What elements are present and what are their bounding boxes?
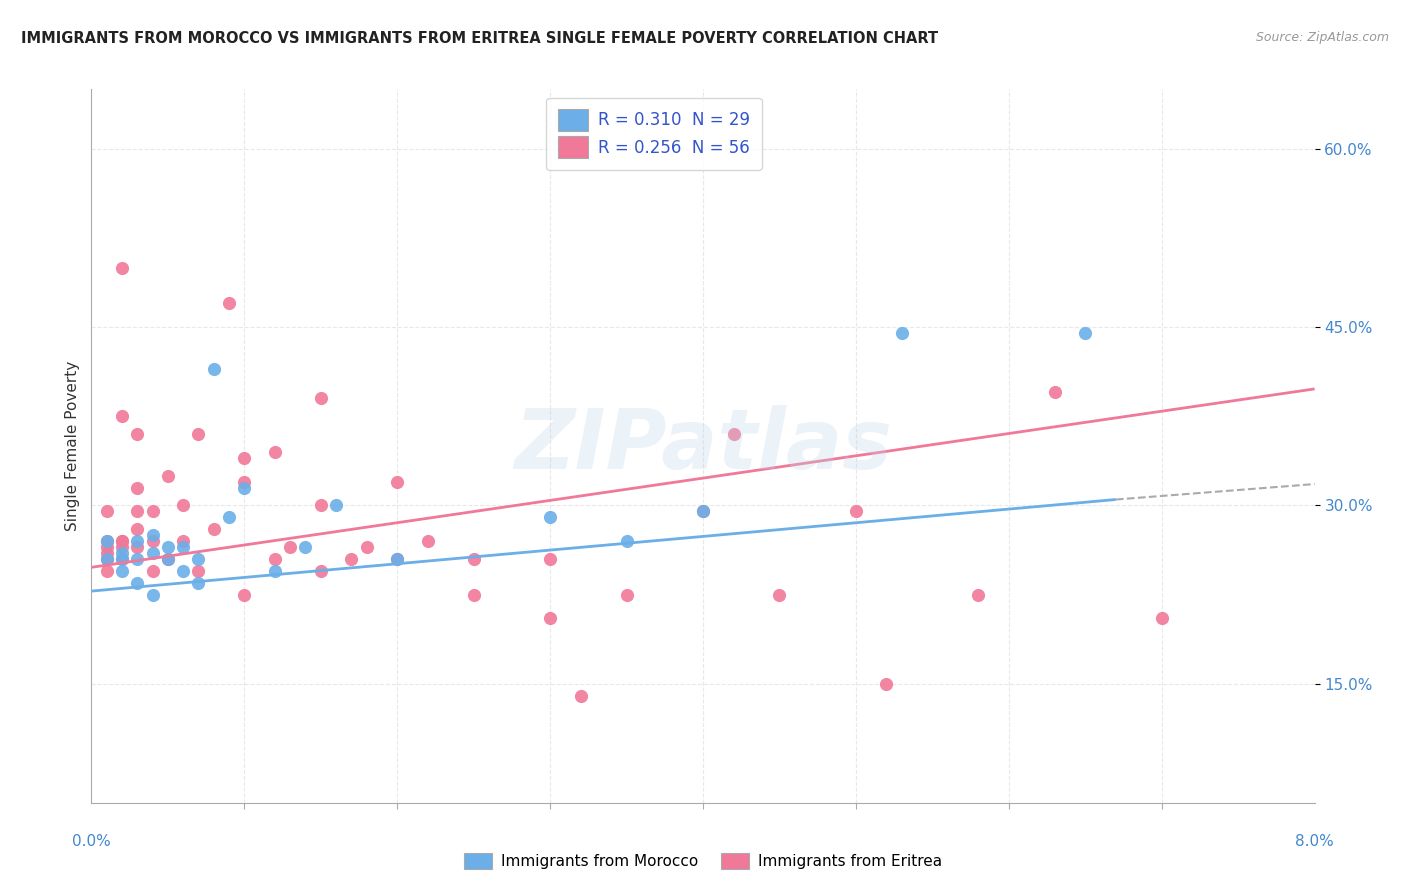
- Point: [616, 588, 638, 602]
- Point: [463, 552, 485, 566]
- Text: IMMIGRANTS FROM MOROCCO VS IMMIGRANTS FROM ERITREA SINGLE FEMALE POVERTY CORRELA: IMMIGRANTS FROM MOROCCO VS IMMIGRANTS FR…: [21, 31, 938, 46]
- Point: [141, 564, 163, 578]
- Point: [111, 564, 134, 578]
- Point: [187, 552, 209, 566]
- Point: [356, 540, 378, 554]
- Point: [172, 499, 194, 513]
- Point: [187, 575, 209, 590]
- Point: [309, 392, 332, 406]
- Point: [202, 361, 225, 376]
- Point: [1043, 385, 1066, 400]
- Point: [385, 552, 409, 566]
- Point: [156, 468, 179, 483]
- Point: [218, 296, 240, 310]
- Point: [233, 450, 256, 465]
- Point: [111, 552, 134, 566]
- Point: [96, 552, 118, 566]
- Point: [1150, 611, 1173, 625]
- Point: [127, 552, 149, 566]
- Point: [385, 552, 409, 566]
- Text: ZIPatlas: ZIPatlas: [515, 406, 891, 486]
- Point: [692, 504, 714, 518]
- Point: [111, 540, 134, 554]
- Point: [233, 481, 256, 495]
- Point: [111, 546, 134, 560]
- Point: [768, 588, 790, 602]
- Point: [875, 677, 897, 691]
- Point: [156, 540, 179, 554]
- Point: [294, 540, 316, 554]
- Point: [538, 510, 561, 524]
- Point: [692, 504, 714, 518]
- Point: [127, 534, 149, 549]
- Point: [264, 445, 287, 459]
- Point: [264, 552, 287, 566]
- Point: [111, 552, 134, 566]
- Point: [111, 409, 134, 424]
- Point: [96, 540, 118, 554]
- Point: [111, 534, 134, 549]
- Legend: R = 0.310  N = 29, R = 0.256  N = 56: R = 0.310 N = 29, R = 0.256 N = 56: [547, 97, 762, 169]
- Point: [96, 504, 118, 518]
- Point: [845, 504, 868, 518]
- Point: [264, 564, 287, 578]
- Point: [141, 546, 163, 560]
- Point: [172, 540, 194, 554]
- Point: [127, 427, 149, 442]
- Point: [538, 611, 561, 625]
- Point: [96, 552, 118, 566]
- Point: [463, 588, 485, 602]
- Point: [127, 504, 149, 518]
- Text: Source: ZipAtlas.com: Source: ZipAtlas.com: [1256, 31, 1389, 45]
- Point: [127, 540, 149, 554]
- Point: [127, 575, 149, 590]
- Point: [416, 534, 439, 549]
- Point: [890, 326, 912, 340]
- Point: [278, 540, 301, 554]
- Point: [1074, 326, 1097, 340]
- Point: [127, 522, 149, 536]
- Point: [187, 427, 209, 442]
- Point: [187, 564, 209, 578]
- Point: [156, 552, 179, 566]
- Point: [141, 528, 163, 542]
- Point: [172, 534, 194, 549]
- Point: [325, 499, 347, 513]
- Point: [96, 564, 118, 578]
- Point: [309, 564, 332, 578]
- Point: [385, 475, 409, 489]
- Point: [309, 499, 332, 513]
- Text: 0.0%: 0.0%: [72, 834, 111, 849]
- Point: [340, 552, 363, 566]
- Point: [723, 427, 745, 442]
- Point: [218, 510, 240, 524]
- Point: [538, 552, 561, 566]
- Point: [96, 534, 118, 549]
- Point: [96, 546, 118, 560]
- Point: [96, 534, 118, 549]
- Point: [233, 475, 256, 489]
- Point: [141, 588, 163, 602]
- Point: [202, 522, 225, 536]
- Legend: Immigrants from Morocco, Immigrants from Eritrea: Immigrants from Morocco, Immigrants from…: [458, 847, 948, 875]
- Point: [967, 588, 990, 602]
- Point: [569, 689, 592, 703]
- Point: [127, 481, 149, 495]
- Point: [111, 260, 134, 275]
- Point: [233, 588, 256, 602]
- Point: [172, 564, 194, 578]
- Point: [141, 534, 163, 549]
- Y-axis label: Single Female Poverty: Single Female Poverty: [65, 361, 80, 531]
- Text: 8.0%: 8.0%: [1295, 834, 1334, 849]
- Point: [156, 552, 179, 566]
- Point: [141, 504, 163, 518]
- Point: [111, 534, 134, 549]
- Point: [616, 534, 638, 549]
